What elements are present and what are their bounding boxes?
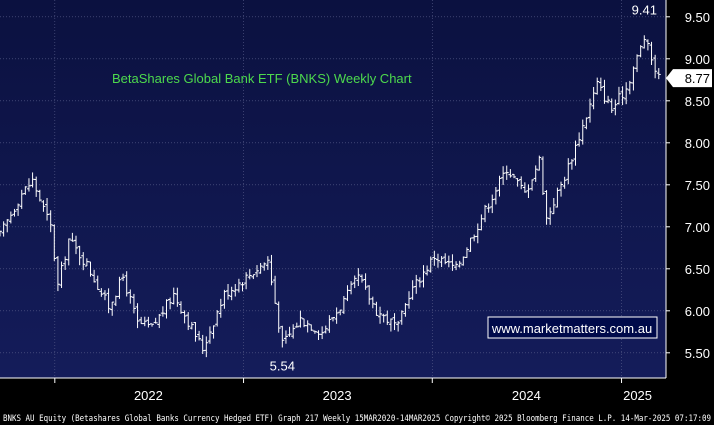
grid	[0, 0, 667, 379]
y-tick-label: 7.00	[685, 220, 710, 235]
y-tick-label: 6.00	[685, 304, 710, 319]
watermark-text: www.marketmatters.com.au	[491, 321, 652, 336]
x-tick-label: 2025	[623, 388, 652, 403]
last-price-label: 8.77	[685, 71, 710, 86]
y-axis: 5.50 6.00 6.50 7.00 7.50 8.00 8.50 9.00 9.50	[666, 10, 710, 361]
y-tick-label: 7.50	[685, 178, 710, 193]
y-tick-label: 5.50	[685, 346, 710, 361]
chart-title: BetaShares Global Bank ETF (BNKS) Weekly…	[112, 71, 412, 86]
last-price-marker: 8.77	[666, 69, 712, 88]
y-tick-label: 9.00	[685, 52, 710, 67]
y-tick-label: 8.00	[685, 136, 710, 151]
y-tick-label: 8.50	[685, 94, 710, 109]
watermark: www.marketmatters.com.au	[487, 316, 658, 339]
x-tick-label: 2023	[323, 388, 352, 403]
price-bars	[0, 35, 661, 358]
annotation-label: 5.54	[270, 358, 295, 373]
x-axis: 2022 2023 2024 2025	[54, 378, 652, 403]
plot-area	[0, 0, 666, 378]
x-tick-label: 2024	[512, 388, 541, 403]
annotation-label: 9.41	[632, 2, 657, 17]
x-tick-label: 2022	[134, 388, 163, 403]
footer-text: BNKS AU Equity (Betashares Global Banks …	[3, 414, 711, 424]
last-price-box	[666, 69, 712, 88]
y-tick-label: 6.50	[685, 262, 710, 277]
annotations: 9.41 5.54	[270, 2, 657, 373]
y-tick-label: 9.50	[685, 10, 710, 25]
